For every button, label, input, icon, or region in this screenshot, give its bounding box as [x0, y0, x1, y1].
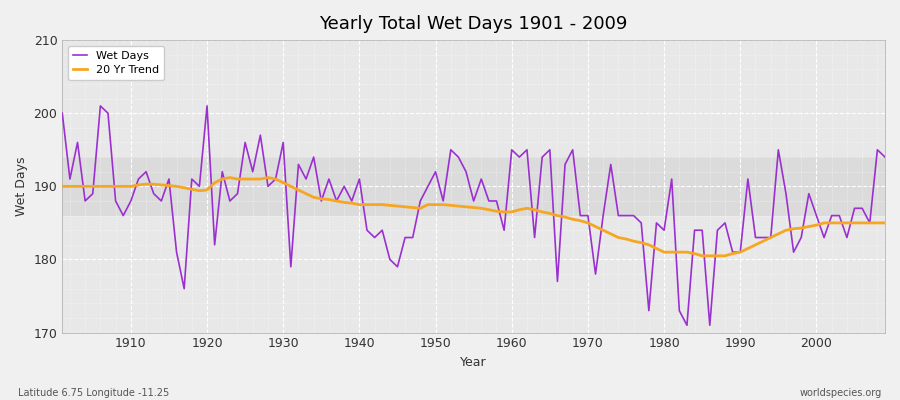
- Wet Days: [606, 162, 616, 167]
- 20 Yr Trend: [879, 220, 890, 225]
- Wet Days: [514, 155, 525, 160]
- Y-axis label: Wet Days: Wet Days: [15, 156, 28, 216]
- Legend: Wet Days, 20 Yr Trend: Wet Days, 20 Yr Trend: [68, 46, 165, 80]
- Wet Days: [125, 198, 136, 203]
- Wet Days: [95, 104, 106, 108]
- Wet Days: [681, 323, 692, 328]
- X-axis label: Year: Year: [460, 356, 487, 369]
- 20 Yr Trend: [606, 232, 616, 236]
- Wet Days: [507, 147, 517, 152]
- 20 Yr Trend: [293, 188, 304, 192]
- 20 Yr Trend: [514, 207, 525, 212]
- 20 Yr Trend: [507, 210, 517, 214]
- Title: Yearly Total Wet Days 1901 - 2009: Yearly Total Wet Days 1901 - 2009: [320, 15, 628, 33]
- Text: worldspecies.org: worldspecies.org: [800, 388, 882, 398]
- Wet Days: [57, 111, 68, 116]
- 20 Yr Trend: [118, 184, 129, 189]
- Wet Days: [338, 184, 349, 189]
- Bar: [62, 157, 885, 216]
- Text: Latitude 6.75 Longitude -11.25: Latitude 6.75 Longitude -11.25: [18, 388, 169, 398]
- 20 Yr Trend: [57, 184, 68, 189]
- Wet Days: [293, 162, 304, 167]
- 20 Yr Trend: [338, 200, 349, 205]
- Wet Days: [879, 155, 890, 160]
- 20 Yr Trend: [697, 254, 707, 258]
- Line: 20 Yr Trend: 20 Yr Trend: [62, 178, 885, 256]
- Line: Wet Days: Wet Days: [62, 106, 885, 325]
- 20 Yr Trend: [224, 175, 235, 180]
